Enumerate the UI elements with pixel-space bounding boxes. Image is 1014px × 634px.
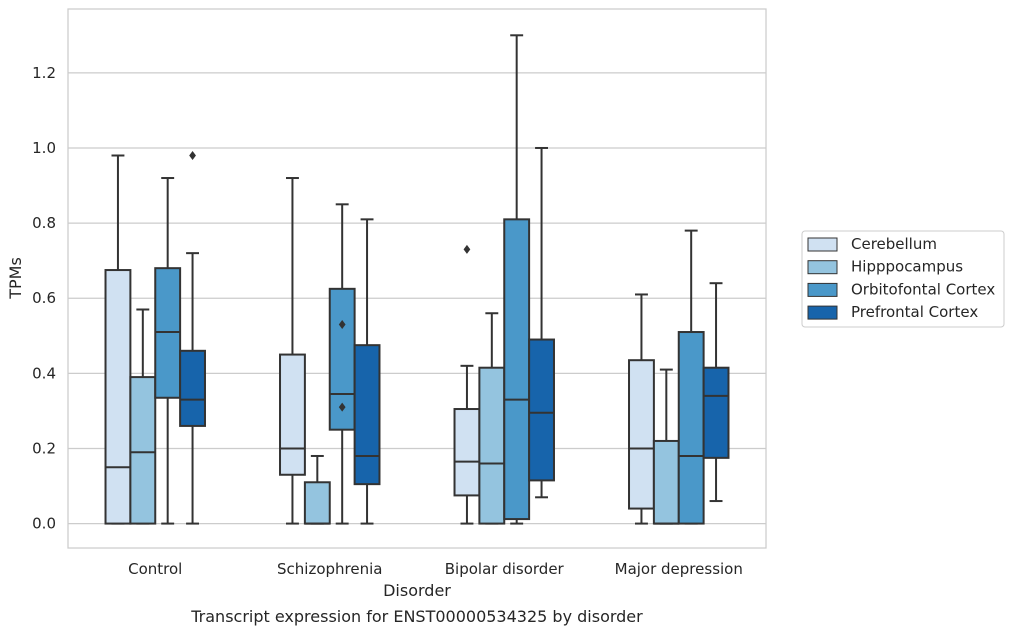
y-tick-labels: 0.0 0.2 0.4 0.6 0.8 1.0 1.2 — [32, 64, 56, 533]
box — [478, 366, 506, 525]
y-tick-label: 0.2 — [32, 439, 56, 457]
box-group — [528, 146, 555, 499]
outlier-marker — [338, 402, 346, 412]
box-group — [353, 218, 381, 525]
box-group — [628, 293, 655, 525]
legend-label: Prefrontal Cortex — [851, 303, 978, 321]
legend-label: Orbitofontal Cortex — [851, 280, 995, 298]
y-tick-label: 0.4 — [32, 364, 56, 382]
box — [303, 481, 331, 525]
x-tick-label: Control — [128, 560, 182, 578]
box — [453, 408, 481, 497]
box — [628, 359, 655, 510]
legend: Cerebellum Hipppocampus Orbitofontal Corte… — [801, 230, 1005, 328]
legend-label: Hipppocampus — [851, 258, 963, 276]
box — [677, 331, 705, 525]
y-tick-label: 0.0 — [32, 515, 56, 533]
boxes — [104, 34, 730, 525]
y-tick-label: 0.8 — [32, 214, 56, 232]
box-group — [478, 312, 506, 525]
box-group — [453, 244, 481, 525]
box — [353, 344, 381, 486]
y-tick-label: 1.2 — [32, 64, 56, 82]
legend-swatch — [807, 237, 838, 252]
legend-swatch — [807, 282, 838, 297]
box-group — [104, 154, 132, 525]
box-group — [279, 177, 306, 525]
box-group — [652, 368, 680, 525]
x-tick-labels: Control Schizophrenia Bipolar disorder Majo… — [128, 560, 743, 578]
box — [104, 269, 132, 525]
y-tick-label: 1.0 — [32, 139, 56, 157]
plot-frame — [67, 8, 767, 549]
outlier-marker — [463, 244, 471, 254]
box-group — [154, 177, 182, 525]
box — [129, 376, 157, 525]
box-group — [677, 229, 705, 525]
legend-swatch — [807, 305, 838, 320]
x-tick-label: Major depression — [615, 560, 743, 578]
legend-label: Cerebellum — [851, 235, 937, 253]
x-tick-label: Bipolar disorder — [445, 560, 565, 578]
outlier-marker — [189, 150, 196, 160]
legend-frame — [801, 230, 1005, 328]
box — [528, 338, 555, 482]
box-group — [129, 308, 157, 525]
box-group — [303, 454, 331, 525]
x-axis-title: Disorder — [383, 581, 451, 600]
x-tick-label: Schizophrenia — [277, 560, 382, 578]
box — [702, 366, 730, 459]
figure-caption: Transcript expression for ENST0000053432… — [190, 607, 643, 626]
box — [503, 218, 531, 521]
outlier-marker — [338, 320, 346, 330]
y-axis-title: TPMs — [6, 257, 25, 300]
y-tick-label: 0.6 — [32, 289, 56, 307]
box — [279, 353, 306, 476]
box-group — [179, 150, 206, 525]
box-group — [328, 203, 356, 525]
box — [179, 349, 206, 427]
box — [652, 439, 680, 525]
legend-swatch — [807, 260, 838, 275]
box-group — [702, 282, 730, 503]
box-group — [503, 34, 531, 525]
